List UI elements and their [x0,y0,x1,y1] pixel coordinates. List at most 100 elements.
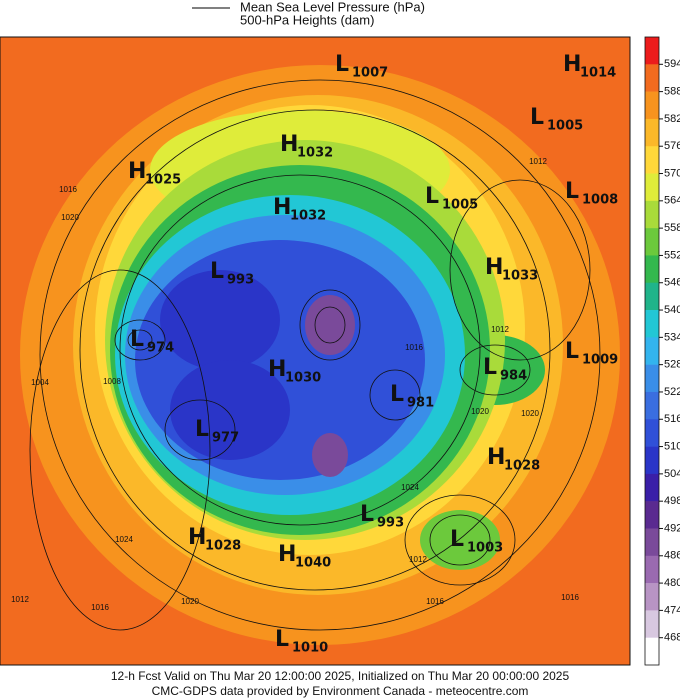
colorbar-bin [645,419,659,447]
colorbar-bin [645,364,659,393]
center-type: H [485,255,503,280]
center-value: 1014 [580,66,616,81]
center-value: 1040 [295,556,331,571]
colorbar-frame [644,36,660,666]
pressure-center: L 1010 [275,627,328,656]
contour-label: 1016 [426,597,444,606]
colorbar-bin [645,555,659,584]
colorbar-bin [645,37,659,65]
pressure-center: L 974 [130,327,174,356]
colorbar-bin [645,337,659,365]
footer-line: 12-h Fcst Valid on Thu Mar 20 12:00:00 2… [111,669,570,683]
center-type: H [487,445,505,470]
center-value: 993 [377,516,404,531]
colorbar-label: 534 [664,331,680,343]
pressure-center: L 1005 [530,105,583,134]
pressure-center: L 1009 [565,339,618,368]
center-value: 1032 [290,209,326,224]
colorbar-bin [645,64,659,92]
center-value: 1030 [285,371,321,386]
contour-label: 1016 [405,343,423,352]
colorbar-label: 480 [664,577,680,589]
colorbar-bin [645,391,659,420]
colorbar-bin [645,255,659,284]
center-type: L [450,527,464,552]
colorbar-label: 564 [664,195,680,207]
colorbar-label: 516 [664,413,680,425]
colorbar-label: 528 [664,359,680,371]
center-type: L [565,339,579,364]
center-value: 1032 [297,146,333,161]
colorbar-label: 558 [664,222,680,234]
center-type: L [360,502,374,527]
pressure-center: L 984 [483,355,527,384]
colorbar-label: 546 [664,277,680,289]
contour-labels: 1012 1016 1020 1020 1024 1012 1016 1020 1016 1020… [11,157,579,612]
colorbar-label: 552 [664,249,680,261]
colorbar-bin [645,610,659,638]
pressure-center: L 977 [195,417,239,446]
pressure-center: L 1008 [565,179,618,208]
legend-line-label: Mean Sea Level Pressure (hPa) [240,0,425,14]
contour-label: 1004 [31,378,49,387]
colorbar-label: 468 [664,632,680,644]
colorbar-label: 492 [664,522,680,534]
center-type: L [275,627,289,652]
center-type: L [210,259,224,284]
contour-label: 1008 [103,377,121,386]
legend-fill-label: 500-hPa Heights (dam) [240,12,374,27]
contour-label: 1016 [91,603,109,612]
contour-label: 1024 [401,483,419,492]
contour-label: 1012 [491,325,509,334]
center-value: 974 [147,341,174,356]
colorbar-label: 540 [664,304,680,316]
center-type: H [188,525,206,550]
contour-label: 1016 [561,593,579,602]
pressure-center: L 1003 [450,527,503,556]
colorbar-bin [645,528,659,557]
center-type: L [425,184,439,209]
colorbar-bin [645,310,659,338]
colorbar-bin [645,473,659,502]
center-type: L [390,382,404,407]
center-value: 1003 [467,541,503,556]
center-value: 993 [227,273,254,288]
center-value: 1033 [502,269,538,284]
colorbar-bin [645,282,659,311]
center-type: H [128,159,146,184]
colorbar-label: 594 [664,58,680,70]
pressure-center: L 993 [210,259,254,288]
center-value: 1005 [442,198,478,213]
colorbar-bin [645,446,659,475]
pressure-center: L 1007 [335,52,388,81]
center-type: H [273,195,291,220]
colorbar-bin [645,637,659,666]
center-value: 1028 [504,459,540,474]
contour-label: 1020 [521,409,539,418]
center-type: H [278,542,296,567]
center-value: 1028 [205,539,241,554]
contour-label: 1012 [409,555,427,564]
center-value: 1008 [582,193,618,208]
footer-line: CMC-GDPS data provided by Environment Ca… [152,684,529,698]
center-type: L [530,105,544,130]
pressure-center: L 993 [360,502,404,531]
colorbar-label: 486 [664,550,680,562]
colorbar-label: 498 [664,495,680,507]
colorbar-bin [645,228,659,256]
colorbar-bin [645,173,659,202]
colorbar-label: 570 [664,167,680,179]
center-value: 1025 [145,173,181,188]
center-type: L [130,327,144,352]
pressure-center: L 981 [390,382,434,411]
center-type: L [565,179,579,204]
